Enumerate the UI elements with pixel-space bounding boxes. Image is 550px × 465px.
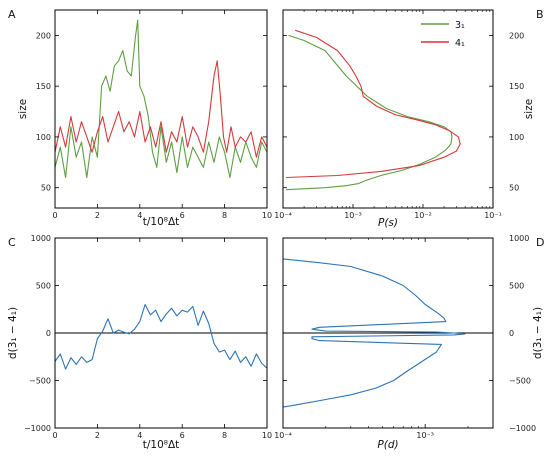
series-line-a-1 (54, 60, 268, 158)
y-axis-label: d(3₁ − 4₁) (7, 307, 19, 359)
x-tick-label: 0 (52, 211, 57, 220)
panel-label: A (8, 8, 16, 21)
x-tick-label: 2 (95, 431, 100, 440)
legend: 3₁ 4₁ (421, 20, 465, 49)
series-line-c-0 (54, 303, 268, 370)
x-axis-label: P(s) (378, 217, 398, 229)
y-tick-label: 500 (36, 282, 51, 291)
x-tick-label: 10 (262, 211, 272, 220)
y-tick-label: 150 (36, 82, 51, 91)
panel-a: 0 2 4 6 8 10 50 100 150 200 t/10⁸Δt size A (8, 8, 272, 228)
y-tick-label: 100 (509, 133, 524, 142)
y-tick-label: 1000 (509, 234, 529, 243)
x-tick-label: 10⁻¹ (484, 211, 502, 220)
y-tick-label: 50 (41, 184, 51, 193)
x-tick-label: 4 (137, 211, 142, 220)
y-tick-label: 150 (509, 82, 524, 91)
x-tick-label: 10 (262, 431, 272, 440)
x-axis-label: P(d) (377, 439, 398, 451)
y-tick-label: 1000 (31, 234, 51, 243)
x-tick-label: 6 (180, 211, 185, 220)
y-axis-label: size (17, 99, 29, 119)
plot-frame (282, 9, 494, 209)
x-tick-label: 2 (95, 211, 100, 220)
x-tick-label: 6 (180, 431, 185, 440)
series-line-a-0 (54, 19, 268, 179)
y-tick-label: −500 (29, 377, 51, 386)
x-tick-label: 0 (52, 431, 57, 440)
series-line-b-0 (285, 34, 453, 191)
x-tick-label: 10⁻⁴ (274, 211, 292, 220)
x-tick-label: 10⁻³ (344, 211, 362, 220)
y-axis-label: d(3₁ − 4₁) (532, 307, 544, 359)
panel-label: B (536, 8, 544, 21)
panel-label: D (536, 236, 544, 249)
panel-label: C (8, 236, 16, 249)
panel-d: 10⁻⁴ 10⁻³ −1000 −500 0 500 1000 P(d) d(3₁ − 4₁) D (274, 234, 544, 451)
x-tick-label: 8 (222, 211, 227, 220)
x-axis-label: t/10⁸Δt (143, 439, 180, 451)
x-tick-label: 8 (222, 431, 227, 440)
y-tick-label: 0 (46, 329, 51, 338)
y-tick-label: −1000 (24, 424, 51, 433)
x-axis-label: t/10⁸Δt (143, 216, 180, 228)
plot-frame (54, 9, 268, 209)
x-tick-label: 10⁻³ (416, 431, 434, 440)
legend-label: 4₁ (455, 38, 465, 49)
x-tick-label: 4 (137, 431, 142, 440)
y-tick-label: 50 (509, 184, 519, 193)
panel-b: 10⁻⁴ 10⁻³ 10⁻² 10⁻¹ 50 100 150 200 P(s) size B 3₁ 4₁ (274, 8, 543, 229)
x-tick-label: 10⁻⁴ (274, 431, 292, 440)
x-tick-label: 10⁻² (414, 211, 432, 220)
y-axis-label: size (523, 99, 535, 119)
y-tick-label: 200 (509, 31, 524, 40)
panel-c: 0 2 4 6 8 10 −1000 −500 0 500 1000 t/10⁸Δt d(3₁ − 4₁… (7, 234, 272, 451)
y-tick-label: 100 (36, 133, 51, 142)
y-tick-label: 0 (509, 329, 514, 338)
series-line-d-0 (282, 258, 466, 408)
y-tick-label: −500 (509, 377, 531, 386)
series-line-b-1 (285, 29, 461, 179)
y-tick-label: 500 (509, 282, 524, 291)
y-tick-label: −1000 (509, 424, 536, 433)
legend-label: 3₁ (455, 20, 465, 31)
y-tick-label: 200 (36, 31, 51, 40)
